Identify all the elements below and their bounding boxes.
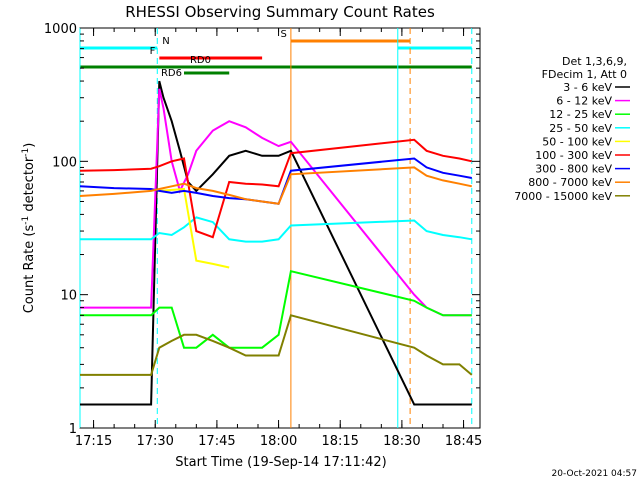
flag-label-f: F (150, 46, 156, 57)
y-axis-label: Count Rate (s-1 detector-1) (21, 143, 37, 314)
series-line-300-800-kev (79, 157, 472, 205)
legend-label-300-800-kev: 300 - 800 keV (535, 163, 612, 176)
series-line-50-100-kev (159, 187, 230, 269)
plot-frame (79, 27, 481, 429)
series-line-800-7000-kev (79, 166, 473, 205)
vertical-markers (79, 28, 473, 428)
chart-title: RHESSI Observing Summary Count Rates (125, 3, 435, 21)
series-line-6-12-kev (80, 88, 472, 317)
status-flags: NF S RD0 RD6 (80, 29, 472, 79)
x-tick-label-17-30: 17:30 (136, 434, 173, 449)
y-tick-label-1000: 1000 (44, 22, 77, 37)
y-tick-label-10: 10 (60, 289, 77, 304)
flag-label-s: S (281, 29, 287, 40)
legend: Det 1,3,6,9, FDecim 1, Att 0 3 - 6 keV6 … (514, 55, 630, 203)
series-lines (79, 80, 473, 406)
legend-header-line-2: FDecim 1, Att 0 (542, 68, 627, 81)
legend-label-7000-15000-kev: 7000 - 15000 keV (514, 190, 612, 203)
legend-label-25-50-kev: 25 - 50 keV (549, 122, 612, 135)
y-tick-label-100: 100 (52, 155, 77, 170)
legend-label-800-7000-kev: 800 - 7000 keV (528, 176, 612, 189)
x-axis-label: Start Time (19-Sep-14 17:11:42) (175, 455, 386, 470)
x-tick-label-17-45: 17:45 (198, 434, 235, 449)
x-tick-label-18-30: 18:30 (383, 434, 420, 449)
x-tick-label-18-00: 18:00 (260, 434, 297, 449)
legend-label-50-100-kev: 50 - 100 keV (542, 135, 612, 148)
flag-label-rd0: RD0 (190, 55, 211, 66)
render-timestamp: 20-Oct-2021 04:57 (552, 469, 637, 479)
legend-label-12-25-kev: 12 - 25 keV (549, 108, 612, 121)
flag-label-n: N (162, 36, 169, 47)
flag-label-rd6: RD6 (161, 68, 182, 79)
series-line-100-300-kev (79, 138, 473, 239)
y-axis: 1 10 100 1000 (44, 22, 480, 437)
series-line-12-25-kev (80, 269, 472, 349)
series-line-3-6-kev (80, 80, 472, 406)
x-tick-label-18-45: 18:45 (445, 434, 482, 449)
legend-label-100-300-kev: 100 - 300 keV (535, 149, 612, 162)
legend-label-6-12-kev: 6 - 12 keV (556, 95, 612, 108)
y-tick-label-1: 1 (69, 422, 77, 437)
series-line-25-50-kev (80, 216, 472, 243)
x-tick-label-18-15: 18:15 (321, 434, 358, 449)
x-axis: 17:15 17:30 17:45 18:00 18:15 18:30 18:45 (75, 28, 482, 449)
x-tick-label-17-15: 17:15 (75, 434, 112, 449)
legend-label-3-6-kev: 3 - 6 keV (563, 81, 612, 94)
series-line-7000-15000-kev (80, 314, 473, 376)
legend-header-line-1: Det 1,3,6,9, (562, 55, 627, 68)
